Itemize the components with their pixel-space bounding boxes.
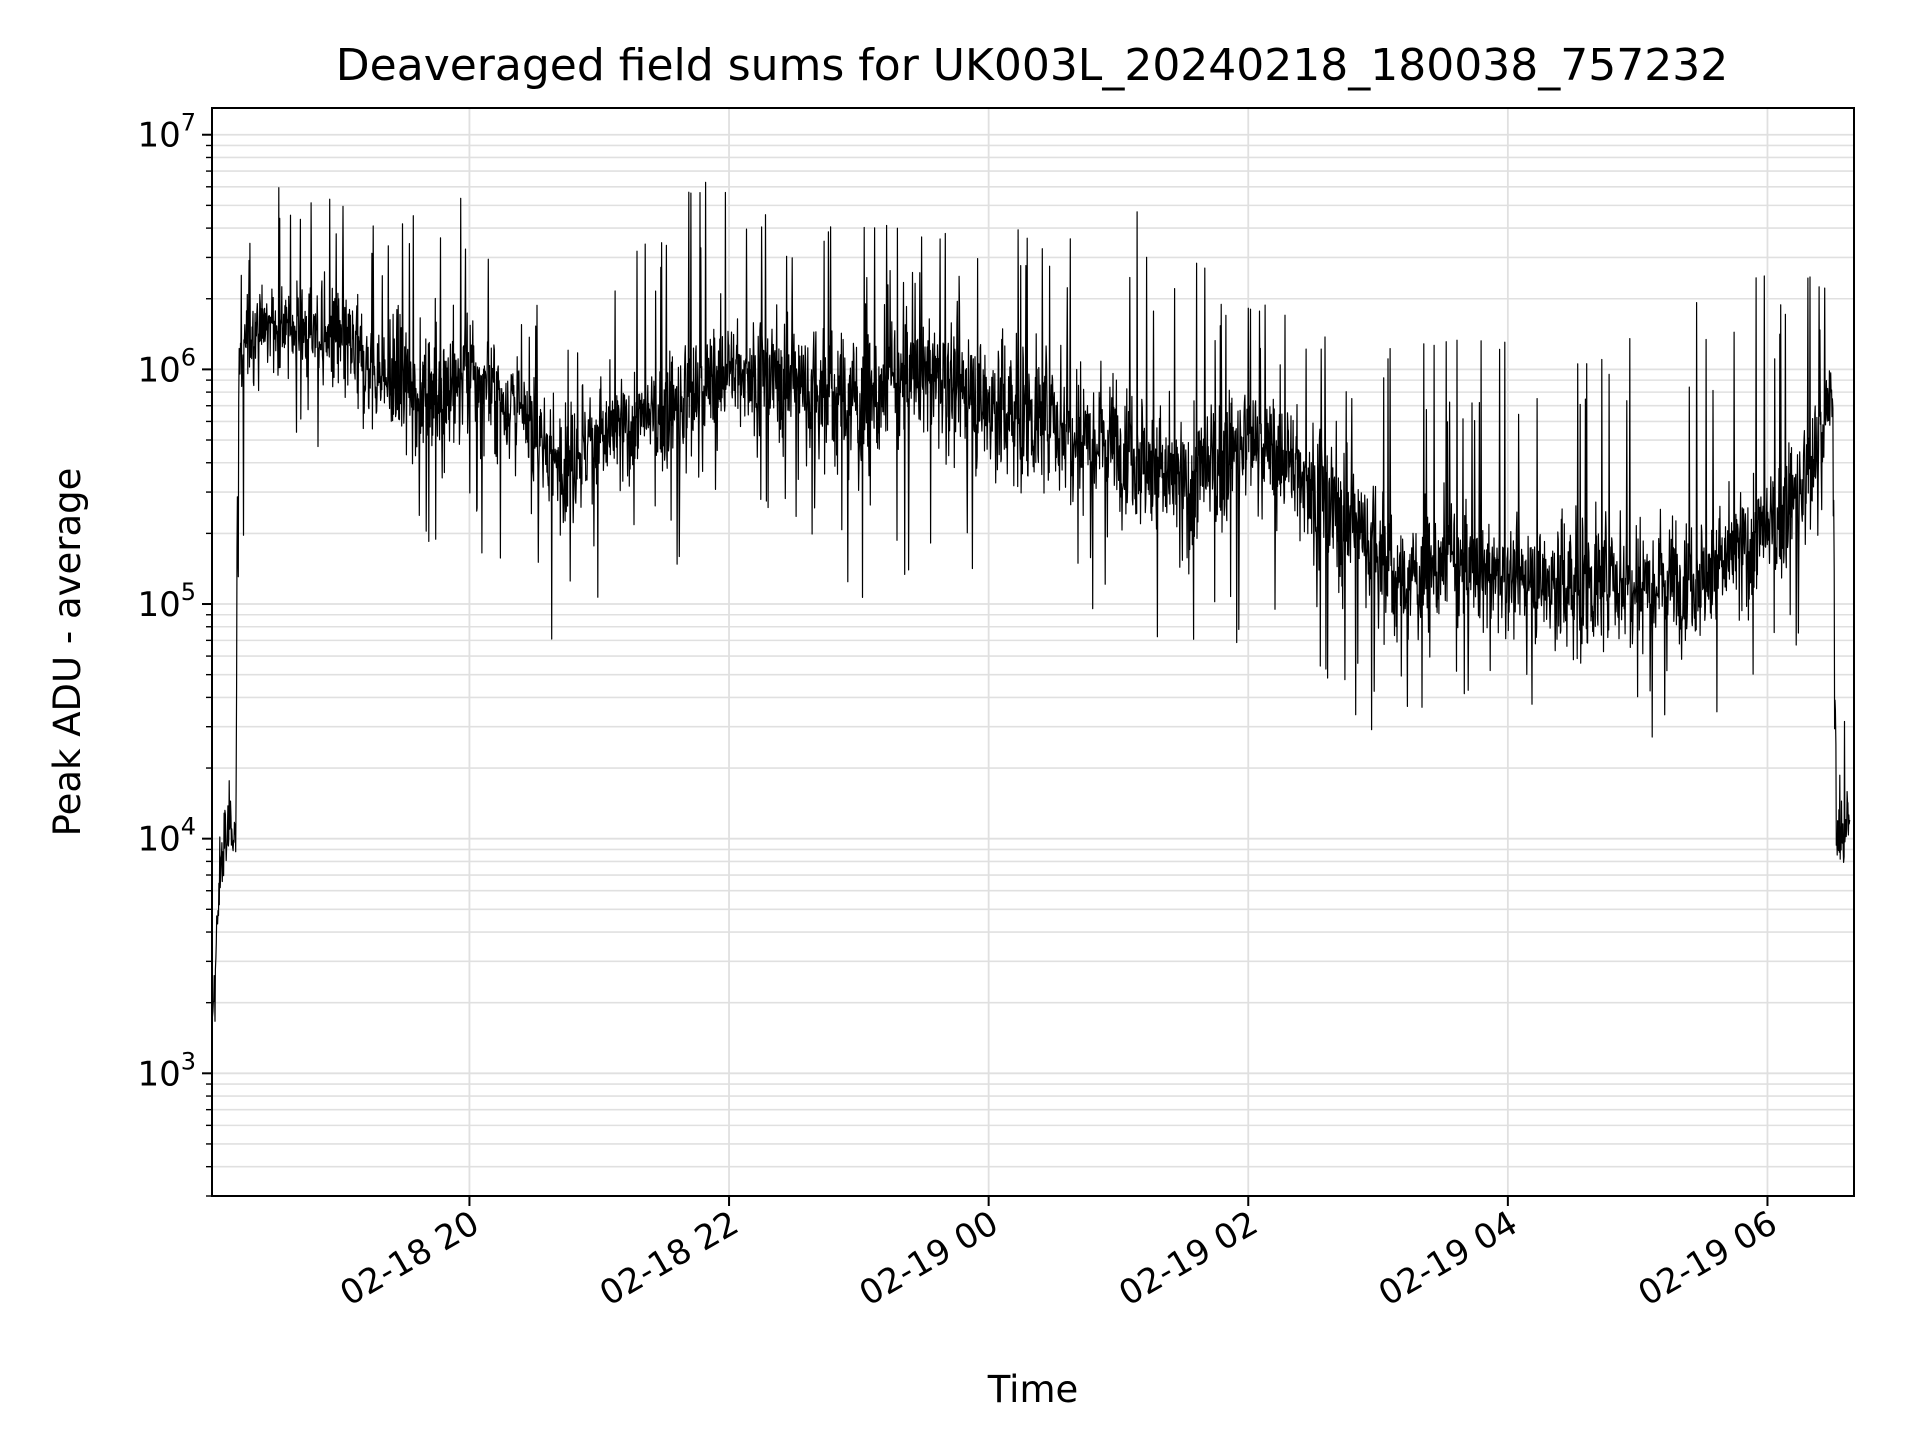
y-tick-label: 107 [137, 109, 196, 156]
y-tick-label-base: 10 [137, 116, 180, 156]
y-tick-label-base: 10 [137, 350, 180, 390]
y-tick-label-base: 10 [137, 820, 180, 860]
y-tick-label-exponent: 6 [181, 343, 196, 371]
y-tick-label: 104 [137, 813, 196, 860]
x-axis-label: Time [987, 1368, 1079, 1411]
y-tick-label-exponent: 7 [181, 109, 196, 137]
series-line [211, 181, 1851, 1025]
y-tick-label-exponent: 4 [181, 813, 196, 841]
y-tick-label-base: 10 [137, 1054, 180, 1094]
y-tick-label-exponent: 5 [181, 578, 196, 606]
plot-frame [211, 107, 1855, 1197]
chart-title: Deaveraged field sums for UK003L_2024021… [336, 40, 1728, 91]
y-tick-label-exponent: 3 [181, 1047, 196, 1075]
y-tick-label: 106 [137, 343, 196, 390]
y-tick-label-base: 10 [137, 585, 180, 625]
y-tick-label: 103 [137, 1047, 196, 1094]
y-tick-label: 105 [137, 578, 196, 625]
y-axis-label: Peak ADU - average [46, 468, 89, 837]
